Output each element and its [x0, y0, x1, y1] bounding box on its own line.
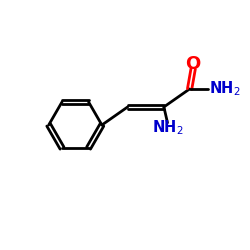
Text: NH$_2$: NH$_2$ [209, 80, 240, 98]
Text: NH$_2$: NH$_2$ [152, 118, 183, 137]
Text: O: O [186, 55, 201, 73]
